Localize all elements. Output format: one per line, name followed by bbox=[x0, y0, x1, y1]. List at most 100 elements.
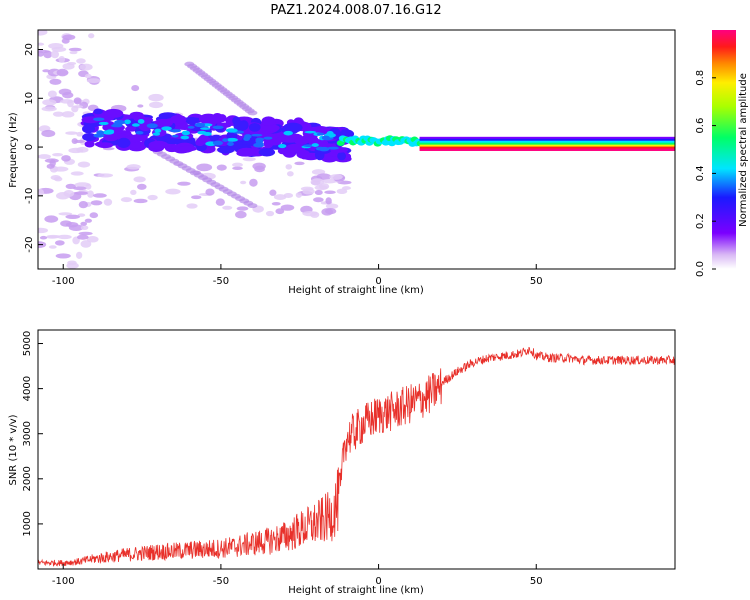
spectrogram-core bbox=[255, 141, 264, 147]
colorbar-tick-label: 0.0 bbox=[695, 261, 706, 277]
figure-title: PAZ1.2024.008.07.16.G12 bbox=[270, 3, 441, 18]
spectrogram-speckle bbox=[38, 30, 48, 36]
spectrogram-speckle bbox=[314, 185, 328, 191]
carrier-band bbox=[419, 148, 675, 151]
spectrogram-x-tick-label: 50 bbox=[530, 276, 543, 287]
spectrogram-ridge bbox=[247, 203, 258, 209]
spectrogram-speckle bbox=[84, 218, 92, 223]
spectrogram-speckle bbox=[311, 169, 326, 175]
spectrogram-blob bbox=[262, 124, 280, 132]
carrier-band bbox=[419, 136, 675, 140]
spectrogram-speckle bbox=[69, 50, 78, 55]
spectrogram-speckle bbox=[314, 189, 323, 196]
spectrogram-speckle bbox=[78, 200, 88, 209]
spectrogram-speckle bbox=[58, 212, 73, 216]
spectrogram-speckle bbox=[103, 198, 113, 206]
spectrogram-speckle bbox=[205, 188, 215, 196]
spectrogram-speckle bbox=[265, 210, 275, 217]
spectrogram-speckle bbox=[310, 178, 325, 186]
spectrogram-speckle bbox=[38, 227, 49, 234]
spectrogram-speckle bbox=[295, 192, 302, 198]
spectrogram-speckle bbox=[38, 51, 44, 57]
spectrogram-speckle bbox=[39, 235, 48, 240]
spectrogram-core bbox=[114, 119, 126, 125]
spectrogram-speckle bbox=[275, 208, 285, 215]
carrier-band bbox=[419, 144, 675, 148]
spectrogram-frame bbox=[37, 29, 676, 270]
spectrogram-core bbox=[171, 134, 179, 138]
spectrogram-core bbox=[146, 123, 158, 129]
spectrogram-speckle bbox=[249, 178, 258, 187]
spectrogram-blob bbox=[277, 147, 288, 155]
spectrogram-speckle bbox=[65, 221, 79, 228]
spectrogram-speckle bbox=[76, 251, 83, 259]
spectrogram-speckle bbox=[52, 111, 64, 117]
spectrogram-speckle bbox=[38, 42, 45, 46]
spectrogram-blob bbox=[163, 138, 182, 145]
spectrogram-core bbox=[318, 146, 330, 152]
spectrogram-speckle bbox=[271, 201, 281, 206]
spectrogram-speckle bbox=[131, 85, 140, 92]
snr-y-tick-label: 2000 bbox=[22, 466, 33, 491]
spectrogram-blob bbox=[337, 151, 346, 161]
spectrogram-core bbox=[161, 126, 172, 131]
spectrogram-speckle bbox=[186, 203, 198, 209]
snr-plot-area bbox=[38, 330, 675, 569]
spectrogram-speckle bbox=[38, 154, 51, 159]
spectrogram-speckle bbox=[235, 210, 247, 219]
spectrogram-blob bbox=[148, 140, 169, 150]
spectrogram-speckle bbox=[65, 131, 78, 135]
spectrogram-x-tick-label: -100 bbox=[52, 276, 75, 287]
spectrogram-speckle bbox=[47, 90, 57, 98]
colorbar-tick-label: 0.4 bbox=[695, 165, 706, 181]
spectrogram-blob bbox=[294, 138, 309, 145]
spectrogram-speckle bbox=[126, 164, 141, 170]
spectrogram-speckle bbox=[324, 190, 336, 194]
spectrogram-core bbox=[131, 123, 140, 127]
spectrogram-speckle bbox=[55, 253, 71, 259]
spectrogram-speckle bbox=[302, 188, 315, 195]
spectrogram-speckle bbox=[76, 131, 84, 137]
spectrogram-y-tick-label: 10 bbox=[24, 92, 35, 105]
spectrogram-speckle bbox=[57, 234, 72, 240]
colorbar-tick-label: 0.6 bbox=[695, 118, 706, 134]
spectrogram-blob bbox=[217, 145, 235, 154]
spectrogram-speckle bbox=[137, 183, 147, 190]
snr-frame bbox=[37, 329, 676, 570]
spectrogram-core bbox=[302, 144, 314, 148]
spectrogram-speckle bbox=[80, 221, 87, 226]
spectrogram-speckle bbox=[78, 231, 93, 236]
spectrogram-blob bbox=[283, 122, 303, 133]
spectrogram-core bbox=[243, 136, 250, 141]
spectrogram-speckle bbox=[52, 153, 64, 157]
spectrogram-speckle bbox=[86, 235, 99, 243]
spectrogram-speckle bbox=[65, 183, 76, 189]
spectrogram-blob bbox=[82, 133, 97, 142]
spectrogram-blob bbox=[285, 143, 306, 153]
spectrogram-core bbox=[102, 130, 115, 135]
spectrogram-blob bbox=[153, 118, 173, 128]
spectrogram-core bbox=[255, 137, 265, 142]
spectrogram-speckle bbox=[84, 73, 92, 79]
spectrogram-speckle bbox=[133, 176, 146, 183]
spectrogram-speckle bbox=[280, 204, 295, 211]
spectrogram-speckle bbox=[72, 105, 84, 109]
spectrogram-speckle bbox=[232, 166, 243, 171]
spectrogram-speckle bbox=[147, 194, 158, 201]
spectrogram-speckle bbox=[89, 212, 99, 219]
spectrogram-core bbox=[212, 140, 224, 146]
spectrogram-speckle bbox=[325, 203, 339, 209]
spectrogram-speckle bbox=[58, 88, 72, 96]
spectrogram-blob bbox=[170, 114, 187, 125]
spectrogram-speckle bbox=[130, 189, 137, 196]
spectrogram-core bbox=[283, 130, 293, 136]
spectrogram-blob bbox=[178, 145, 197, 152]
snr-x-tick-label: -50 bbox=[213, 576, 229, 587]
spectrogram-speckle bbox=[48, 245, 57, 249]
spectrogram-speckle bbox=[65, 214, 81, 220]
spectrogram-blob bbox=[248, 123, 261, 132]
spectrogram-speckle bbox=[222, 205, 233, 210]
spectrogram-speckle bbox=[232, 162, 243, 168]
spectrogram-blob bbox=[236, 150, 255, 157]
